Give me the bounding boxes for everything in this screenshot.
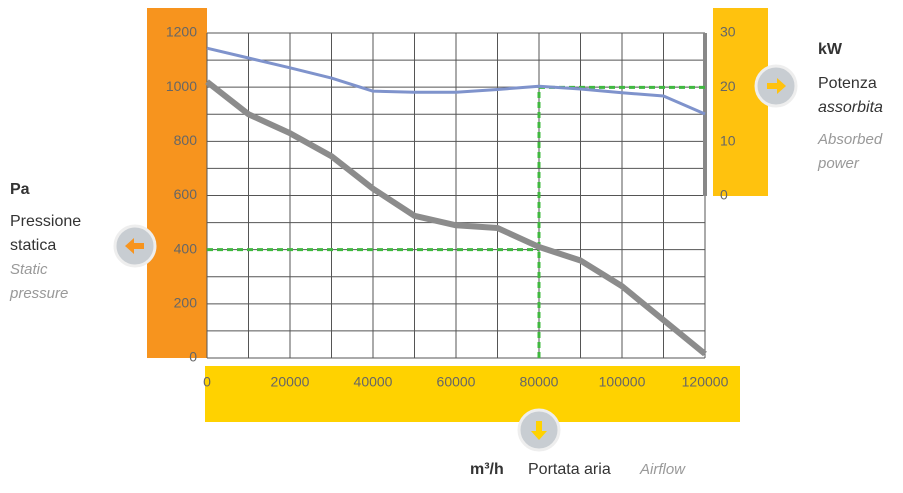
right-button <box>754 64 798 108</box>
x-unit: m³/h <box>470 461 504 478</box>
left-button <box>113 224 157 268</box>
y2-tick-label: 20 <box>720 78 736 94</box>
y-label-en: Static <box>10 261 48 278</box>
y2-label-it: Potenza <box>818 75 877 92</box>
y2-tick-label: 10 <box>720 132 736 148</box>
y-unit: Pa <box>10 181 30 198</box>
left-axis-band <box>147 8 207 358</box>
bottom-axis-band <box>205 366 740 422</box>
y2-tick-label: 30 <box>720 24 736 40</box>
x-tick-label: 60000 <box>437 374 476 390</box>
y2-tick-label: 0 <box>720 187 728 203</box>
y-tick-label: 1000 <box>166 78 197 94</box>
y2-label-en: Absorbed <box>817 131 883 148</box>
y-tick-label: 400 <box>174 240 198 256</box>
x-tick-label: 40000 <box>354 374 393 390</box>
y-label-it: Pressione <box>10 213 81 230</box>
right-axis-band <box>713 8 768 196</box>
y-tick-label: 0 <box>189 349 197 365</box>
y2-unit: kW <box>818 41 843 58</box>
y-tick-label: 200 <box>174 295 198 311</box>
y-tick-label: 600 <box>174 186 198 202</box>
y2-label-it: assorbita <box>818 99 883 116</box>
x-tick-label: 0 <box>203 374 211 390</box>
series-line <box>205 79 707 357</box>
y2-label-en: power <box>817 155 860 172</box>
x-tick-label: 100000 <box>599 374 646 390</box>
y-label-it: statica <box>10 237 56 254</box>
y-label-en: pressure <box>9 285 68 302</box>
x-label-en: Airflow <box>639 461 686 478</box>
x-tick-label: 20000 <box>271 374 310 390</box>
y-tick-label: 800 <box>174 132 198 148</box>
y-tick-label: 1200 <box>166 24 197 40</box>
x-label-it: Portata aria <box>528 461 611 478</box>
bottom-button <box>517 408 561 452</box>
x-tick-label: 120000 <box>682 374 729 390</box>
series-line <box>206 46 706 116</box>
x-tick-label: 80000 <box>520 374 559 390</box>
